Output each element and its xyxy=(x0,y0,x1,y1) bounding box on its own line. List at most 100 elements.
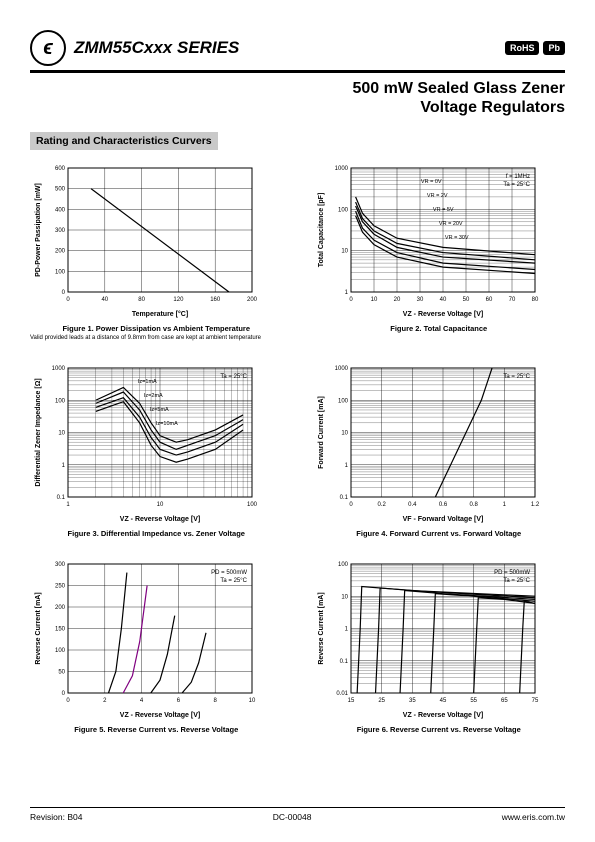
figure-1-caption: Figure 1. Power Dissipation vs Ambient T… xyxy=(30,324,283,333)
rohs-badge: RoHS xyxy=(505,41,540,55)
svg-text:200: 200 xyxy=(55,605,66,611)
svg-text:1000: 1000 xyxy=(334,166,348,172)
svg-text:10: 10 xyxy=(157,502,164,508)
svg-text:Temperature [°C]: Temperature [°C] xyxy=(132,310,188,318)
svg-text:0: 0 xyxy=(66,698,70,704)
svg-text:0.2: 0.2 xyxy=(377,502,386,508)
svg-text:PD = 500mW: PD = 500mW xyxy=(211,570,247,576)
svg-text:100: 100 xyxy=(337,208,348,214)
svg-text:40: 40 xyxy=(101,297,108,303)
footer-url: www.eris.com.tw xyxy=(502,812,565,822)
svg-text:100: 100 xyxy=(55,398,66,404)
svg-text:40: 40 xyxy=(439,297,446,303)
svg-text:PD = 500mW: PD = 500mW xyxy=(494,570,530,576)
svg-text:15: 15 xyxy=(347,698,354,704)
svg-text:Ta = 25°C: Ta = 25°C xyxy=(503,578,530,584)
svg-text:VR = 5V: VR = 5V xyxy=(432,207,453,213)
svg-text:1.2: 1.2 xyxy=(530,502,539,508)
svg-text:Iz=2mA: Iz=2mA xyxy=(144,393,163,399)
svg-text:VF - Forward Voltage [V]: VF - Forward Voltage [V] xyxy=(402,516,483,523)
figure-5: 0246810050100150200250300VZ - Reverse Vo… xyxy=(30,556,283,734)
svg-text:4: 4 xyxy=(140,698,144,704)
svg-text:0.1: 0.1 xyxy=(339,495,348,501)
svg-text:Differential Zener Impedance [: Differential Zener Impedance [Ω] xyxy=(35,378,42,486)
svg-text:Iz=1mA: Iz=1mA xyxy=(138,379,157,385)
svg-text:100: 100 xyxy=(247,502,258,508)
svg-text:75: 75 xyxy=(531,698,538,704)
svg-text:Ta = 25°C: Ta = 25°C xyxy=(503,182,530,188)
svg-text:80: 80 xyxy=(531,297,538,303)
svg-text:10: 10 xyxy=(341,594,348,600)
svg-text:8: 8 xyxy=(214,698,218,704)
svg-text:65: 65 xyxy=(500,698,507,704)
svg-text:600: 600 xyxy=(55,166,66,172)
svg-text:0: 0 xyxy=(66,297,70,303)
svg-text:60: 60 xyxy=(485,297,492,303)
svg-text:0.1: 0.1 xyxy=(57,495,66,501)
product-subtitle: 500 mW Sealed Glass Zener Voltage Regula… xyxy=(30,79,565,117)
svg-text:Iz=5mA: Iz=5mA xyxy=(150,407,169,413)
svg-text:100: 100 xyxy=(337,398,348,404)
svg-text:50: 50 xyxy=(462,297,469,303)
svg-text:1000: 1000 xyxy=(334,366,348,372)
company-logo: ϵ xyxy=(30,30,66,66)
svg-text:Ta = 25°C: Ta = 25°C xyxy=(220,374,247,380)
svg-text:0: 0 xyxy=(62,290,66,296)
svg-text:Ta = 25°C: Ta = 25°C xyxy=(503,374,530,380)
svg-text:f = 1MHz: f = 1MHz xyxy=(505,174,529,180)
svg-text:Ta = 25°C: Ta = 25°C xyxy=(220,578,247,584)
svg-text:0.6: 0.6 xyxy=(438,502,447,508)
svg-text:10: 10 xyxy=(370,297,377,303)
svg-text:0: 0 xyxy=(349,297,353,303)
svg-text:10: 10 xyxy=(341,249,348,255)
footer-revision: Revision: B04 xyxy=(30,812,82,822)
figure-6: 152535455565750.010.1110100VZ - Reverse … xyxy=(313,556,566,734)
svg-text:20: 20 xyxy=(393,297,400,303)
svg-text:0.4: 0.4 xyxy=(408,502,417,508)
svg-text:2: 2 xyxy=(103,698,107,704)
svg-text:1: 1 xyxy=(344,626,348,632)
svg-text:VZ - Reverse Voltage [V]: VZ - Reverse Voltage [V] xyxy=(120,712,200,719)
svg-text:VZ - Reverse Voltage [V]: VZ - Reverse Voltage [V] xyxy=(402,712,482,719)
svg-text:160: 160 xyxy=(210,297,221,303)
svg-text:300: 300 xyxy=(55,228,66,234)
svg-text:Forward Current [mA]: Forward Current [mA] xyxy=(318,396,325,469)
pb-badge: Pb xyxy=(543,41,565,55)
svg-text:Total Capacitance [pF]: Total Capacitance [pF] xyxy=(318,193,325,268)
svg-text:0: 0 xyxy=(62,691,66,697)
svg-text:VR = 0V: VR = 0V xyxy=(420,179,441,185)
figure-6-caption: Figure 6. Reverse Current vs. Reverse Vo… xyxy=(313,725,566,734)
svg-text:1: 1 xyxy=(344,463,348,469)
figure-1: 040801201602000100200300400500600Tempera… xyxy=(30,160,283,342)
svg-text:0: 0 xyxy=(349,502,353,508)
svg-text:Iz=10mA: Iz=10mA xyxy=(156,421,178,427)
figure-2: 010203040506070801101001000VZ - Reverse … xyxy=(313,160,566,342)
svg-text:0.8: 0.8 xyxy=(469,502,478,508)
svg-text:10: 10 xyxy=(249,698,256,704)
svg-text:250: 250 xyxy=(55,583,66,589)
figure-4-caption: Figure 4. Forward Current vs. Forward Vo… xyxy=(313,529,566,538)
svg-text:300: 300 xyxy=(55,562,66,568)
header-rule xyxy=(30,70,565,73)
svg-text:VZ - Reverse Voltage [V]: VZ - Reverse Voltage [V] xyxy=(402,311,482,318)
svg-text:30: 30 xyxy=(416,297,423,303)
svg-text:100: 100 xyxy=(55,648,66,654)
figure-1-sub: Valid provided leads at a distance of 9.… xyxy=(30,335,283,342)
svg-text:200: 200 xyxy=(247,297,258,303)
svg-text:50: 50 xyxy=(58,669,65,675)
svg-text:400: 400 xyxy=(55,208,66,214)
svg-text:VZ - Reverse Voltage [V]: VZ - Reverse Voltage [V] xyxy=(120,516,200,523)
svg-text:100: 100 xyxy=(337,562,348,568)
svg-text:10: 10 xyxy=(58,430,65,436)
figure-3-caption: Figure 3. Differential Impedance vs. Zen… xyxy=(30,529,283,538)
svg-text:25: 25 xyxy=(378,698,385,704)
svg-text:VR = 30V: VR = 30V xyxy=(444,235,468,241)
svg-text:80: 80 xyxy=(138,297,145,303)
figure-2-caption: Figure 2. Total Capacitance xyxy=(313,324,566,333)
svg-text:1: 1 xyxy=(62,463,66,469)
figure-5-caption: Figure 5. Reverse Current vs. Reverse Vo… xyxy=(30,725,283,734)
svg-text:35: 35 xyxy=(408,698,415,704)
svg-text:70: 70 xyxy=(508,297,515,303)
figure-4: 00.20.40.60.811.20.11101001000VF - Forwa… xyxy=(313,360,566,538)
svg-text:150: 150 xyxy=(55,626,66,632)
